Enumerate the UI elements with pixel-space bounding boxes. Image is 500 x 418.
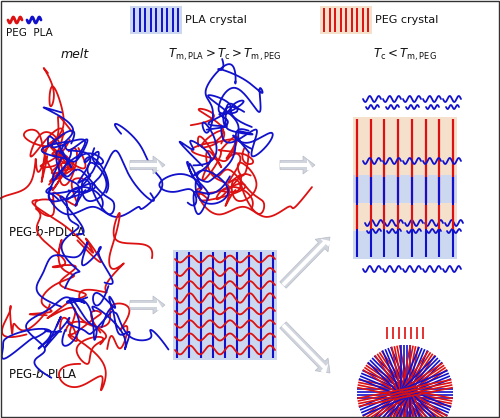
Bar <box>173 250 277 360</box>
Polygon shape <box>130 156 165 174</box>
Bar <box>130 6 182 34</box>
Polygon shape <box>130 296 165 314</box>
Polygon shape <box>282 239 332 286</box>
Text: $T_{\rm c}$$<$$T_{\rm m,PEG}$: $T_{\rm c}$$<$$T_{\rm m,PEG}$ <box>373 47 437 63</box>
Text: $T_{\rm m,PLA}$$>$$T_{\rm c}$$>$$T_{\rm m,PEG}$: $T_{\rm m,PLA}$$>$$T_{\rm c}$$>$$T_{\rm … <box>168 47 281 63</box>
Bar <box>353 203 457 231</box>
Polygon shape <box>280 156 315 174</box>
Polygon shape <box>130 160 163 171</box>
Text: PEG-$b$-PDLLA: PEG-$b$-PDLLA <box>8 225 86 239</box>
Bar <box>353 175 457 259</box>
Text: melt: melt <box>61 48 89 61</box>
Polygon shape <box>280 237 330 288</box>
Text: PLA crystal: PLA crystal <box>185 15 247 25</box>
Polygon shape <box>130 300 163 311</box>
Text: PEG  PLA: PEG PLA <box>6 28 53 38</box>
Polygon shape <box>280 160 313 171</box>
Polygon shape <box>280 322 330 373</box>
Bar <box>320 6 372 34</box>
Bar <box>353 117 457 213</box>
Text: PEG crystal: PEG crystal <box>375 15 438 25</box>
Polygon shape <box>282 324 329 375</box>
Text: PEG-$b$-PLLA: PEG-$b$-PLLA <box>8 367 78 381</box>
